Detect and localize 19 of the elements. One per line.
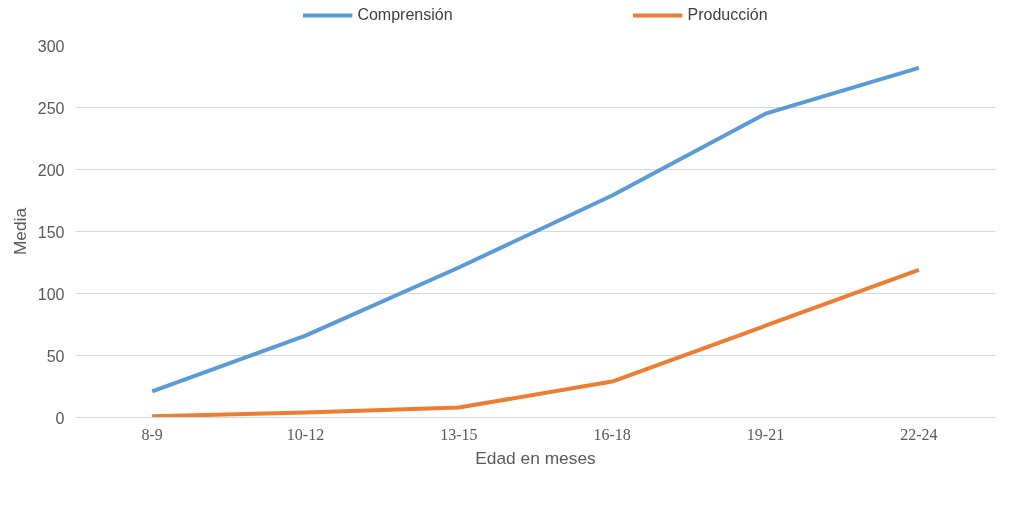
legend-label: Comprensión — [357, 6, 453, 24]
x-tick-label: 8-9 — [141, 425, 163, 443]
line-series — [150, 65, 921, 394]
y-tick-label: 200 — [37, 161, 65, 179]
x-tick-label: 10-12 — [286, 425, 325, 443]
y-tick-label: 50 — [46, 347, 65, 365]
x-tick-label: 13-15 — [440, 425, 478, 443]
y-tick-label: 250 — [37, 99, 65, 117]
line-series — [150, 267, 921, 418]
x-axis-title: Edad en meses — [475, 447, 597, 468]
y-axis-title: Media — [9, 207, 30, 256]
x-tick-label: 19-21 — [746, 425, 785, 443]
y-tick-label: 150 — [37, 223, 65, 241]
y-tick-label: 100 — [37, 285, 65, 303]
x-tick-label: 16-18 — [593, 425, 631, 443]
x-tick-label: 22-24 — [900, 425, 938, 443]
y-tick-label: 300 — [37, 37, 65, 55]
y-tick-label: 0 — [55, 409, 65, 427]
legend-label: Producción — [687, 6, 768, 24]
